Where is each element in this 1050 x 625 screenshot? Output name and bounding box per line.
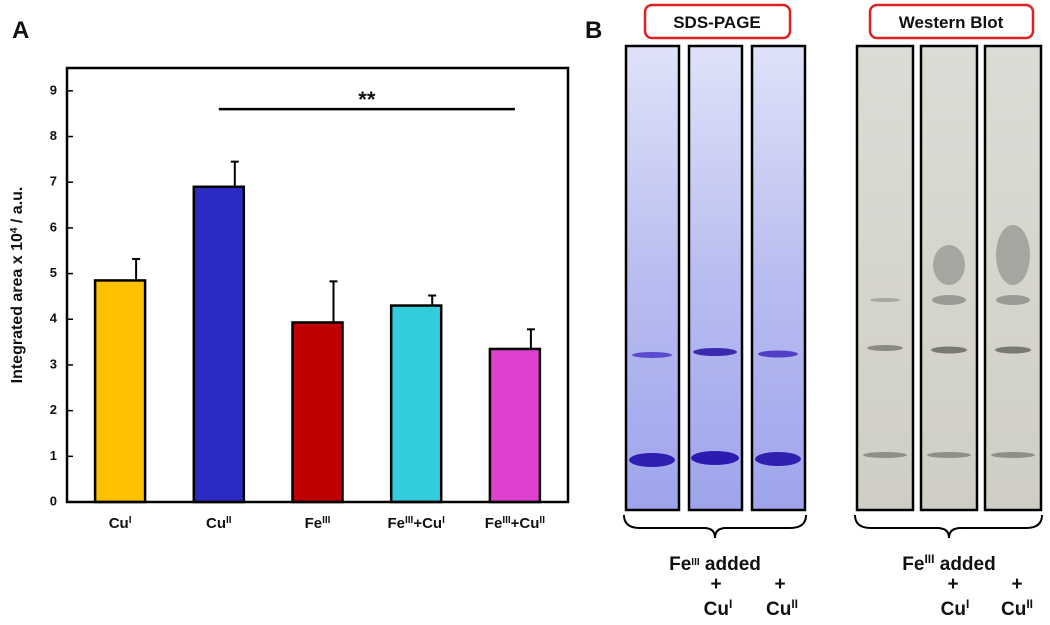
- bar: [291, 321, 344, 504]
- y-tick-label: 1: [50, 448, 57, 463]
- y-axis-label: Integrated area x 104 / a.u.: [9, 187, 27, 384]
- caption: CuI: [704, 597, 733, 620]
- y-tick-label: 9: [50, 82, 57, 97]
- x-tick-label: FeIII+CuII: [485, 515, 545, 533]
- bar: [93, 279, 147, 504]
- gel-title: SDS-PAGE: [673, 13, 761, 32]
- x-tick-label: CuI: [109, 515, 132, 533]
- label-part: +Cu: [413, 515, 442, 532]
- label-part: +Cu: [511, 515, 540, 532]
- label-part: III: [405, 515, 414, 526]
- plus: +: [774, 574, 785, 595]
- label-part: III: [322, 515, 331, 526]
- title-box: [643, 3, 792, 40]
- plot-frame: [65, 66, 570, 504]
- x-tick-label: FeIII: [305, 515, 331, 533]
- y-tick-label: 0: [50, 493, 57, 508]
- label-part: Cu: [206, 515, 226, 532]
- panel-label: B: [585, 17, 602, 44]
- label-part: I: [129, 515, 132, 526]
- label-part: Fe: [387, 515, 405, 532]
- y-tick-label: 4: [50, 311, 58, 326]
- label-part: III: [502, 515, 511, 526]
- label-part: Fe: [485, 515, 503, 532]
- plus: +: [1011, 574, 1022, 595]
- x-tick-label: FeIII+CuI: [387, 515, 445, 533]
- y-tick-label: 5: [50, 265, 57, 280]
- bar: [488, 347, 542, 504]
- title-box: [868, 3, 1035, 40]
- label-part: I: [442, 515, 445, 526]
- gel-title: Western Blot: [899, 13, 1004, 32]
- brace: [623, 514, 807, 539]
- brace: [854, 514, 1043, 539]
- significance-label: **: [358, 87, 376, 112]
- y-tick-label: 3: [50, 356, 57, 371]
- western-blot: [855, 44, 1043, 512]
- plus: +: [947, 574, 958, 595]
- caption: FeIII added: [902, 552, 995, 575]
- label-part: II: [226, 515, 232, 526]
- y-tick-label: 6: [50, 219, 57, 234]
- y-tick-label: 7: [50, 174, 57, 189]
- caption: FeIII added: [669, 554, 761, 575]
- y-tick-label: 8: [50, 128, 57, 143]
- bar: [192, 185, 246, 504]
- panel-label: A: [12, 17, 29, 44]
- bar: [389, 304, 443, 504]
- caption: CuII: [1001, 597, 1033, 620]
- sds-gel: [624, 44, 807, 512]
- label-part: Cu: [109, 515, 129, 532]
- plus: +: [710, 574, 721, 595]
- y-tick-label: 2: [50, 402, 57, 417]
- caption: CuI: [941, 597, 970, 620]
- caption: CuII: [766, 597, 798, 620]
- label-part: Fe: [305, 515, 323, 532]
- label-part: II: [539, 515, 545, 526]
- x-tick-label: CuII: [206, 515, 232, 533]
